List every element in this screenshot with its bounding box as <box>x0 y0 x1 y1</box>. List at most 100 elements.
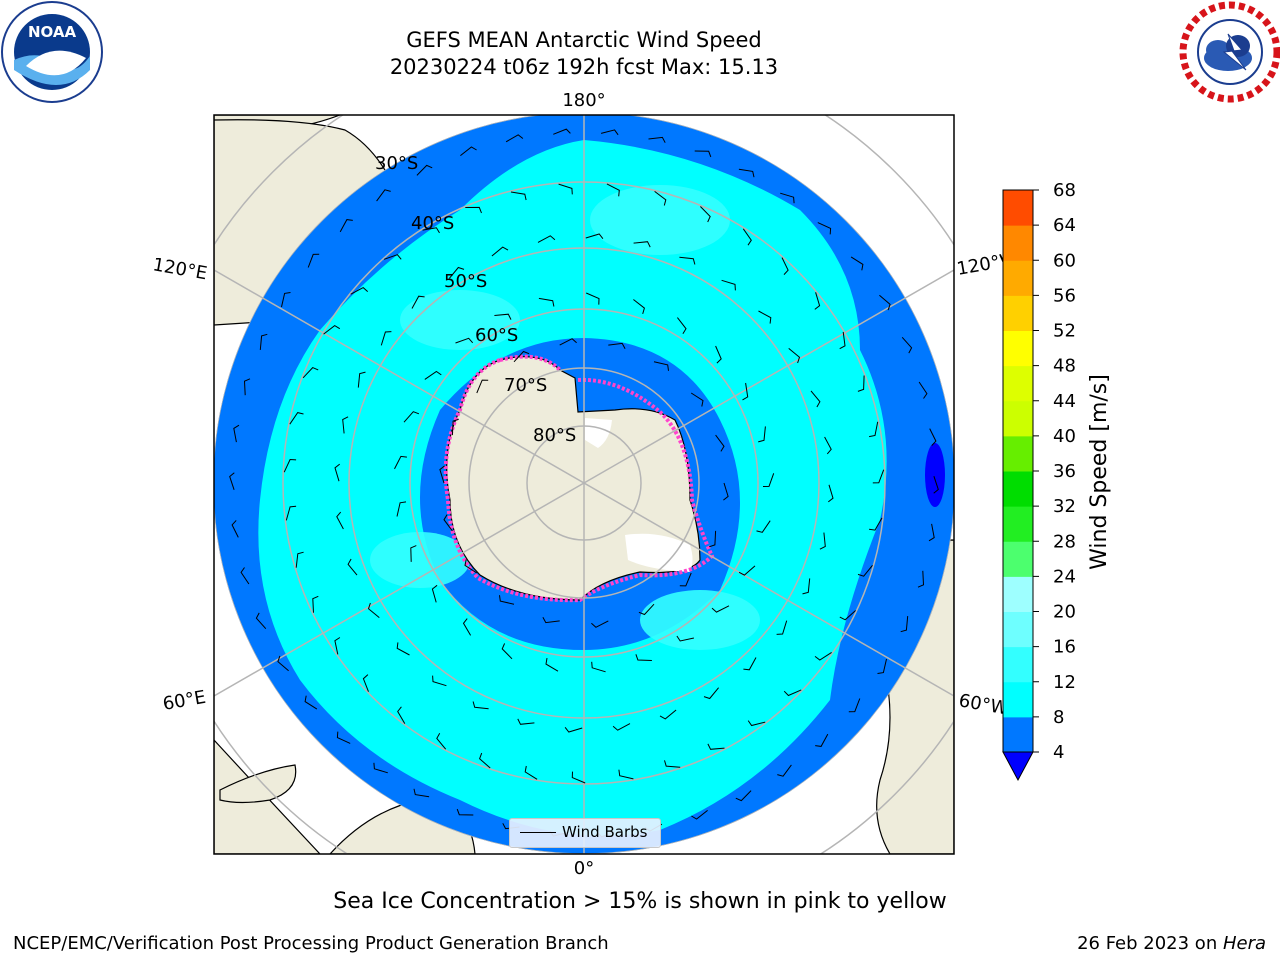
colorbar-segment <box>1003 365 1033 402</box>
wind-barb <box>342 416 349 434</box>
wind-barb <box>929 428 937 446</box>
colorbar-segment <box>1003 190 1033 226</box>
wind-barb <box>479 752 491 769</box>
wind-barb <box>436 732 447 750</box>
machine-name: Hera <box>1222 933 1266 954</box>
wind-barb <box>585 292 600 305</box>
wind-barb <box>839 610 856 621</box>
wind-barb <box>711 605 730 613</box>
wind-barb <box>505 134 524 143</box>
colorbar-tick-label: 56 <box>1053 285 1076 306</box>
wind-barb <box>676 635 695 642</box>
wind-barb <box>285 505 297 521</box>
wind-barb <box>476 379 489 394</box>
colorbar-segment <box>1003 435 1033 472</box>
wind-barb <box>449 266 465 279</box>
wind-barb <box>396 642 410 656</box>
wind-barb <box>917 570 925 588</box>
wind-barb <box>465 206 482 214</box>
wind-barb <box>462 618 472 636</box>
wind-barb <box>780 192 795 204</box>
wind-barb <box>451 418 459 436</box>
wind-barb <box>612 723 631 731</box>
wind-barb <box>464 559 478 574</box>
wind-barb <box>513 350 530 363</box>
wind-barb <box>312 595 319 613</box>
wind-barb <box>879 294 891 311</box>
wind-barb <box>416 164 433 176</box>
wind-barb <box>721 279 736 291</box>
wind-barb <box>618 769 634 780</box>
wind-barb <box>336 511 344 530</box>
wind-barb <box>877 658 887 674</box>
wind-barb <box>501 643 513 660</box>
wind-barb <box>839 331 846 350</box>
noaa-logo-text: NOAA <box>28 23 77 41</box>
wind-barb <box>334 463 341 482</box>
caption: Sea Ice Concentration > 15% is shown in … <box>333 889 947 914</box>
colorbar-segment <box>1003 260 1033 296</box>
wind-barb <box>380 331 392 346</box>
wind-barb <box>439 465 445 484</box>
wind-barb <box>633 299 645 315</box>
lon-label-60e: 60°E <box>161 687 207 715</box>
wind-barb <box>334 637 341 655</box>
colorbar-segment <box>1003 716 1033 753</box>
wind-barb <box>443 514 453 532</box>
wind-barb <box>410 545 417 562</box>
colorbar-segment <box>1003 646 1033 683</box>
wind-barb <box>850 256 864 271</box>
wind-barb <box>304 695 318 710</box>
lat-label-60s: 60°S <box>475 325 518 346</box>
wind-barb <box>715 345 722 364</box>
wind-barb <box>738 565 756 576</box>
colorbar-tick-label: 8 <box>1053 707 1064 728</box>
wind-barb <box>255 612 267 630</box>
wind-barb <box>538 297 555 307</box>
colorbar-tick-label: 44 <box>1053 391 1076 412</box>
lat-label-50s: 50°S <box>444 271 487 292</box>
wind-barb <box>633 241 651 248</box>
wind-barb <box>679 256 696 265</box>
colorbar-tick-label: 68 <box>1053 180 1076 201</box>
wind-barb <box>690 392 704 407</box>
lat-label-30s: 30°S <box>375 153 418 174</box>
noaa-logo-icon: NOAA <box>1 1 103 103</box>
colorbar-segment <box>1003 295 1033 331</box>
wind-barb <box>585 233 604 240</box>
wind-barb <box>281 292 291 308</box>
wind-barb <box>231 520 239 538</box>
colorbar-segment <box>1003 225 1033 261</box>
sea-ice-edge <box>443 354 715 603</box>
colorbar-tick-label: 40 <box>1053 426 1076 447</box>
title-line-1: GEFS MEAN Antarctic Wind Speed <box>406 28 762 52</box>
wind-barb <box>810 390 821 408</box>
wind-barb <box>350 286 369 295</box>
legend-label: Wind Barbs <box>562 823 648 841</box>
wind-barb <box>545 658 559 672</box>
wind-barb <box>411 295 425 309</box>
map-frame <box>213 114 955 855</box>
colorbar-tick-label: 60 <box>1053 250 1076 271</box>
colorbar-segment <box>1003 611 1033 648</box>
wind-barb <box>472 701 489 710</box>
wind-barb <box>302 367 319 379</box>
date-value: 26 Feb 2023 on <box>1077 933 1223 954</box>
wind-barb <box>918 381 928 399</box>
wind-barb <box>394 455 407 470</box>
wind-barb <box>933 476 939 494</box>
wind-barb <box>397 706 406 724</box>
wind-barb <box>735 790 752 802</box>
colorbar-tick-label: 64 <box>1053 215 1076 236</box>
wind-barb <box>608 342 626 349</box>
wind-barb <box>336 731 351 744</box>
wind-barb <box>600 129 619 136</box>
wind-barb <box>455 337 474 344</box>
colorbar-tick-label: 16 <box>1053 637 1076 658</box>
wind-barb <box>460 146 477 156</box>
ice-shelf-weddell <box>625 533 693 572</box>
lon-label-0: 0° <box>574 858 594 879</box>
colorbar-tick-label: 52 <box>1053 321 1076 342</box>
wind-barb <box>738 168 755 178</box>
